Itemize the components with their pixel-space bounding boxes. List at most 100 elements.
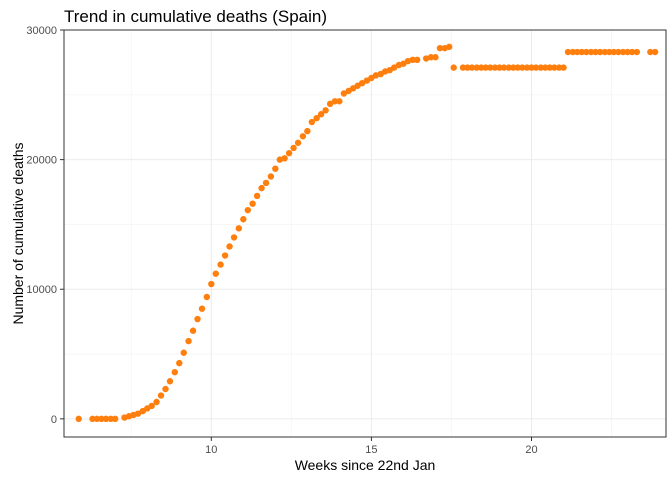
data-point <box>468 64 476 71</box>
data-point <box>542 64 549 71</box>
data-point <box>532 64 540 71</box>
data-point <box>162 385 169 393</box>
data-point <box>258 184 265 192</box>
data-point <box>189 327 197 334</box>
data-point <box>422 55 430 62</box>
data-point <box>409 56 416 64</box>
grid-lines <box>64 29 666 437</box>
data-point <box>413 56 421 64</box>
data-point <box>221 252 229 259</box>
data-point <box>240 216 247 223</box>
data-point <box>592 48 599 56</box>
data-point <box>505 64 512 71</box>
data-point <box>107 415 114 423</box>
data-point <box>112 415 119 423</box>
data-point <box>230 234 238 241</box>
data-point <box>326 100 334 108</box>
data-point <box>226 243 233 250</box>
x-axis-title: Weeks since 22nd Jan <box>295 457 436 473</box>
y-tick-label: 0 <box>51 414 57 426</box>
data-point <box>473 64 480 71</box>
y-tick-label: 20000 <box>26 155 57 167</box>
data-point <box>510 64 517 71</box>
data-point <box>615 48 622 56</box>
data-point <box>313 114 320 122</box>
data-point <box>624 48 631 56</box>
data-point <box>514 64 521 71</box>
data-point <box>171 368 178 376</box>
y-tick-label: 30000 <box>26 25 57 37</box>
data-point <box>574 48 581 56</box>
data-point <box>203 293 211 301</box>
data-point <box>487 64 494 71</box>
data-point <box>102 415 110 423</box>
data-point <box>459 64 467 71</box>
data-point <box>619 48 627 56</box>
x-tick-label: 10 <box>205 444 217 456</box>
data-point <box>446 43 453 51</box>
chart-title: Trend in cumulative deaths (Spain) <box>64 7 327 26</box>
data-point <box>157 392 165 399</box>
data-point <box>478 64 485 71</box>
data-point <box>628 48 636 56</box>
data-point <box>528 64 535 71</box>
panel-border <box>63 29 667 438</box>
data-point <box>148 402 155 410</box>
data-point <box>633 48 641 56</box>
data-point <box>390 64 398 71</box>
data-point <box>304 127 311 135</box>
data-point <box>340 90 348 97</box>
data-point <box>336 98 343 105</box>
data-point <box>176 359 183 367</box>
data-point <box>89 415 96 423</box>
data-point <box>262 179 270 187</box>
data-point <box>322 107 329 114</box>
data-point <box>285 149 293 157</box>
data-point <box>560 64 567 71</box>
data-point <box>198 305 206 312</box>
data-point <box>491 64 499 71</box>
data-point <box>185 337 192 345</box>
data-point <box>647 48 654 56</box>
data-point <box>537 64 544 71</box>
x-tick-label: 15 <box>365 444 377 456</box>
data-point <box>294 139 302 146</box>
data-point <box>208 280 215 288</box>
data-point <box>601 48 609 56</box>
data-point <box>427 54 435 61</box>
data-point <box>432 54 439 61</box>
data-point <box>281 155 288 162</box>
data-point <box>450 64 457 71</box>
data-point <box>436 44 444 52</box>
data-point <box>235 225 243 232</box>
data-point <box>569 48 577 56</box>
data-point <box>555 64 563 71</box>
data-point <box>267 173 275 180</box>
data-point <box>651 48 659 56</box>
data-point <box>276 156 284 163</box>
data-point <box>134 410 142 417</box>
data-point <box>331 98 339 105</box>
data-point <box>299 133 307 140</box>
data-point <box>564 48 572 56</box>
data-point <box>523 64 531 71</box>
data-point <box>194 315 201 323</box>
data-point <box>610 48 618 56</box>
data-point <box>358 79 366 87</box>
data-point <box>249 200 256 207</box>
data-point <box>519 64 526 71</box>
data-point <box>500 64 508 71</box>
data-point <box>272 165 279 172</box>
y-axis-title: Number of cumulative deaths <box>10 142 26 324</box>
data-point <box>290 144 297 152</box>
data-point <box>587 48 595 56</box>
data-point <box>253 192 261 200</box>
data-point <box>180 349 187 356</box>
y-tick-label: 10000 <box>26 284 57 296</box>
data-point <box>244 206 251 214</box>
data-point <box>212 270 219 277</box>
data-point <box>578 48 585 56</box>
data-point <box>583 48 590 56</box>
data-points <box>75 43 659 423</box>
